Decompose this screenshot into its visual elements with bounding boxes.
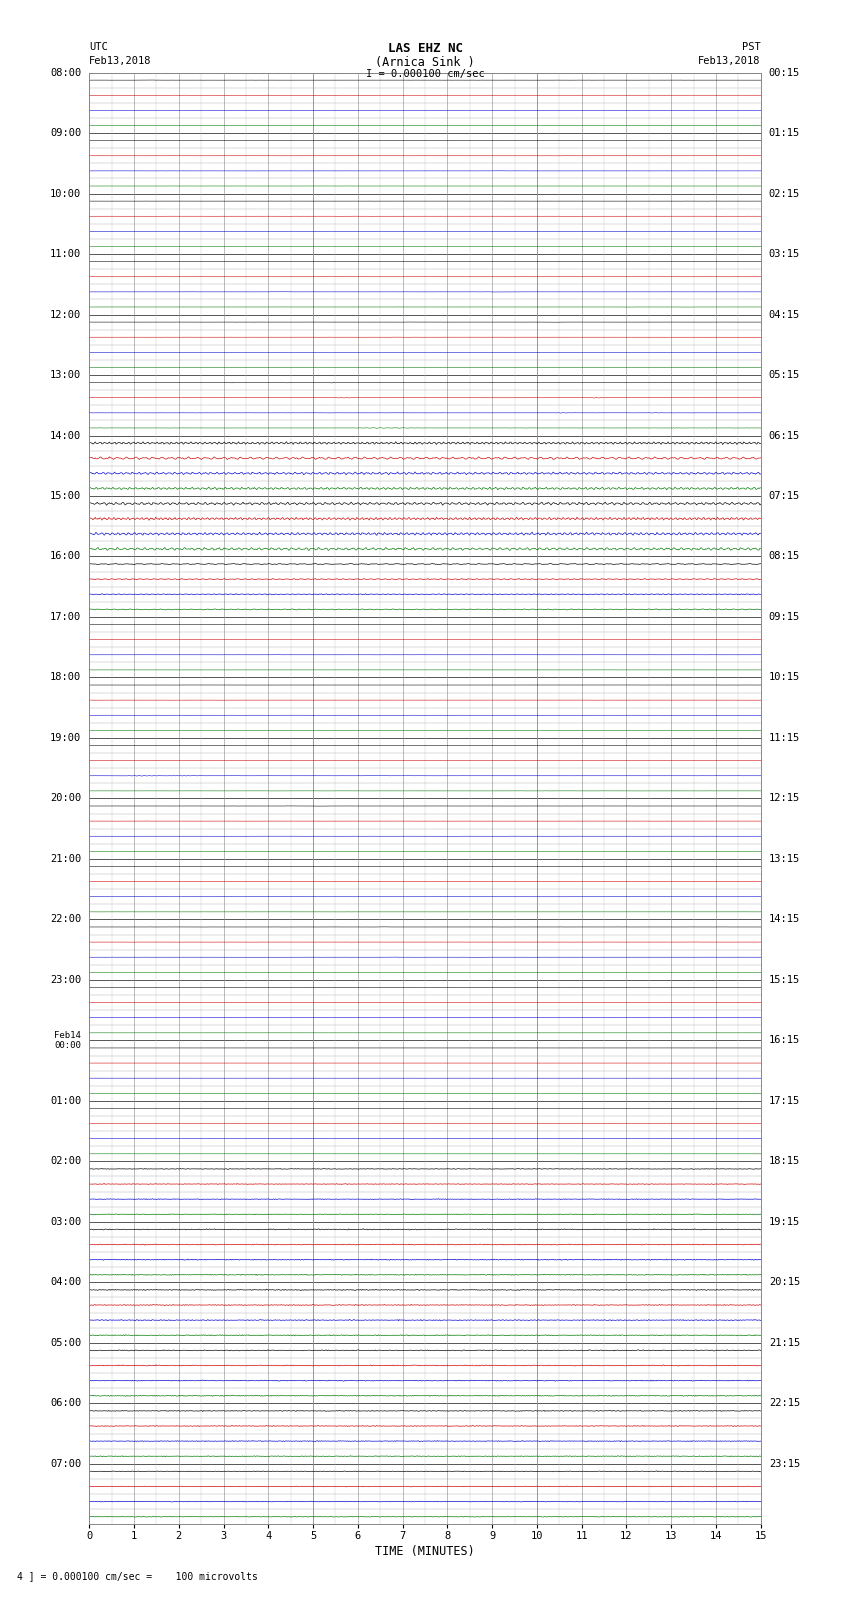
Text: 05:15: 05:15	[768, 369, 800, 381]
Text: 20:15: 20:15	[768, 1277, 800, 1287]
Text: 07:15: 07:15	[768, 490, 800, 502]
Text: 07:00: 07:00	[50, 1458, 82, 1469]
Text: 19:15: 19:15	[768, 1216, 800, 1227]
Text: 16:00: 16:00	[50, 552, 82, 561]
Text: 23:15: 23:15	[768, 1458, 800, 1469]
Text: 12:15: 12:15	[768, 794, 800, 803]
Text: Feb13,2018: Feb13,2018	[89, 56, 152, 66]
Text: 04:15: 04:15	[768, 310, 800, 319]
Text: 09:00: 09:00	[50, 127, 82, 139]
Text: 01:00: 01:00	[50, 1095, 82, 1107]
Text: 14:00: 14:00	[50, 431, 82, 440]
Text: (Arnica Sink ): (Arnica Sink )	[375, 56, 475, 69]
Text: 4 ] = 0.000100 cm/sec =    100 microvolts: 4 ] = 0.000100 cm/sec = 100 microvolts	[17, 1571, 258, 1581]
Text: 06:15: 06:15	[768, 431, 800, 440]
Text: 18:00: 18:00	[50, 673, 82, 682]
Text: 17:00: 17:00	[50, 611, 82, 623]
Text: 17:15: 17:15	[768, 1095, 800, 1107]
X-axis label: TIME (MINUTES): TIME (MINUTES)	[375, 1545, 475, 1558]
Text: 21:00: 21:00	[50, 853, 82, 865]
Text: 04:00: 04:00	[50, 1277, 82, 1287]
Text: 09:15: 09:15	[768, 611, 800, 623]
Text: 10:00: 10:00	[50, 189, 82, 198]
Text: 11:00: 11:00	[50, 248, 82, 260]
Text: Feb14
00:00: Feb14 00:00	[54, 1031, 82, 1050]
Text: 14:15: 14:15	[768, 915, 800, 924]
Text: 08:15: 08:15	[768, 552, 800, 561]
Text: 23:00: 23:00	[50, 974, 82, 986]
Text: 03:00: 03:00	[50, 1216, 82, 1227]
Text: 01:15: 01:15	[768, 127, 800, 139]
Text: I = 0.000100 cm/sec: I = 0.000100 cm/sec	[366, 69, 484, 79]
Text: 08:00: 08:00	[50, 68, 82, 77]
Text: 02:00: 02:00	[50, 1157, 82, 1166]
Text: 02:15: 02:15	[768, 189, 800, 198]
Text: 16:15: 16:15	[768, 1036, 800, 1045]
Text: Feb13,2018: Feb13,2018	[698, 56, 761, 66]
Text: 15:00: 15:00	[50, 490, 82, 502]
Text: 22:15: 22:15	[768, 1398, 800, 1408]
Text: UTC: UTC	[89, 42, 108, 52]
Text: 06:00: 06:00	[50, 1398, 82, 1408]
Text: LAS EHZ NC: LAS EHZ NC	[388, 42, 462, 55]
Text: 10:15: 10:15	[768, 673, 800, 682]
Text: 05:00: 05:00	[50, 1337, 82, 1348]
Text: 19:00: 19:00	[50, 732, 82, 744]
Text: PST: PST	[742, 42, 761, 52]
Text: 18:15: 18:15	[768, 1157, 800, 1166]
Text: 22:00: 22:00	[50, 915, 82, 924]
Text: 15:15: 15:15	[768, 974, 800, 986]
Text: 13:00: 13:00	[50, 369, 82, 381]
Text: 21:15: 21:15	[768, 1337, 800, 1348]
Text: 20:00: 20:00	[50, 794, 82, 803]
Text: 13:15: 13:15	[768, 853, 800, 865]
Text: 00:15: 00:15	[768, 68, 800, 77]
Text: 03:15: 03:15	[768, 248, 800, 260]
Text: 11:15: 11:15	[768, 732, 800, 744]
Text: 12:00: 12:00	[50, 310, 82, 319]
